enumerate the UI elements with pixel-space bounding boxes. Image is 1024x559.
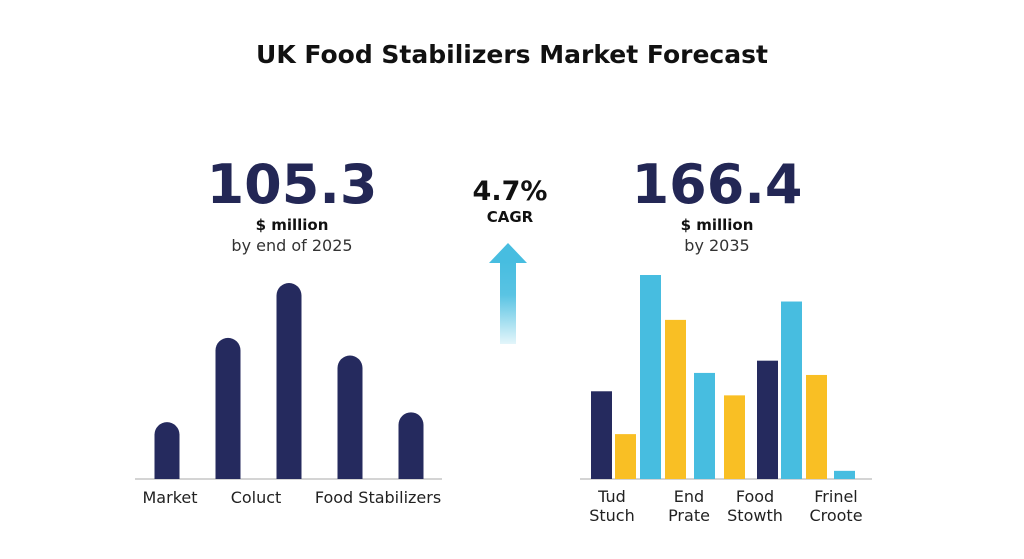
right-bar-4 — [665, 319, 686, 479]
left-bar-5 — [398, 412, 424, 479]
stat-2025: 105.3 $ million by end of 2025 — [172, 153, 412, 256]
right-tick-label-2: End Prate — [668, 487, 710, 525]
right-chart-bars — [591, 275, 855, 479]
stat-2035-value: 166.4 — [631, 153, 803, 216]
right-bar-5 — [694, 372, 715, 479]
right-tick-label-3: Food Stowth — [727, 487, 783, 525]
right-bar-1 — [591, 391, 612, 479]
left-bar-2 — [215, 337, 241, 479]
arrow-up-icon — [489, 243, 527, 344]
right-tick-label-4: Frinel Croote — [809, 487, 862, 525]
right-chart-tick-labels: Tud Stuch End Prate Food Stowth Frinel Croote — [589, 487, 862, 525]
cagr-value: 4.7% — [472, 176, 548, 207]
right-bar-2 — [615, 434, 636, 479]
right-bar-8 — [781, 301, 802, 479]
stat-2035-unit: $ million — [680, 216, 754, 234]
left-tick-label-3: Food Stabilizers — [315, 488, 441, 507]
left-tick-label-2: Coluct — [231, 488, 282, 507]
right-bar-3 — [640, 275, 661, 479]
right-bar-7 — [757, 360, 778, 479]
right-bar-9 — [806, 374, 827, 479]
left-chart-bars — [154, 283, 424, 479]
right-bar-10 — [834, 470, 855, 479]
chart-title: UK Food Stabilizers Market Forecast — [256, 40, 768, 69]
left-bar-3 — [276, 283, 302, 479]
stat-2025-value: 105.3 — [206, 153, 378, 216]
stat-2035-note: by 2035 — [684, 236, 750, 255]
left-bar-4 — [337, 355, 363, 479]
stat-2025-note: by end of 2025 — [231, 236, 353, 255]
right-tick-label-1: Tud Stuch — [589, 487, 635, 525]
cagr-label: CAGR — [486, 208, 534, 226]
cagr-block: 4.7% CAGR — [440, 178, 580, 226]
stat-2025-unit: $ million — [255, 216, 329, 234]
stat-2035: 166.4 $ million by 2035 — [597, 153, 837, 256]
left-tick-label-1: Market — [143, 488, 198, 507]
left-bar-1 — [154, 422, 180, 479]
left-chart-tick-labels: Market Coluct Food Stabilizers — [143, 488, 442, 507]
right-bar-6 — [724, 395, 745, 479]
